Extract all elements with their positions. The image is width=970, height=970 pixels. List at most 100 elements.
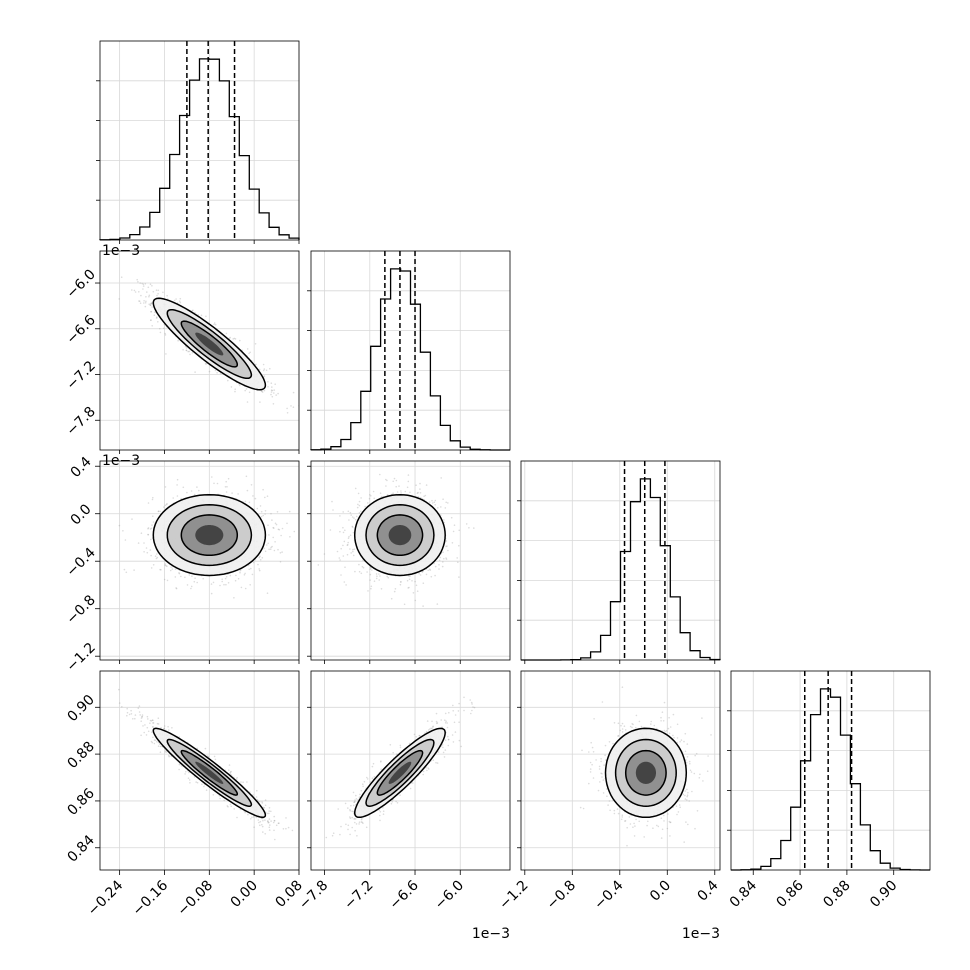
- scatter-point: [367, 590, 369, 592]
- scatter-point: [151, 306, 153, 308]
- scatter-point: [447, 549, 449, 552]
- scatter-point: [178, 572, 181, 575]
- scatter-point: [150, 527, 153, 530]
- scatter-point: [342, 531, 345, 534]
- scatter-point: [178, 300, 181, 303]
- scatter-point: [416, 492, 419, 495]
- scatter-point: [149, 283, 152, 286]
- scatter-point: [95, 255, 97, 257]
- scatter-point: [419, 574, 422, 576]
- scatter-point: [175, 587, 178, 590]
- scatter-point: [277, 528, 280, 531]
- scatter-point: [255, 816, 258, 819]
- scatter-point: [273, 819, 276, 822]
- scatter-point: [156, 556, 159, 559]
- scatter-point: [263, 547, 265, 550]
- scatter-point: [185, 349, 188, 352]
- scatter-point: [425, 573, 428, 576]
- scatter-point: [280, 534, 282, 537]
- scatter-point: [230, 805, 232, 808]
- scatter-point: [147, 527, 150, 529]
- scatter-point: [414, 599, 417, 602]
- scatter-point: [196, 581, 198, 584]
- scatter-point: [259, 401, 261, 403]
- scatter-point: [185, 347, 188, 349]
- scatter-point: [164, 486, 167, 488]
- scatter-point: [360, 510, 362, 513]
- scatter-point: [351, 516, 354, 518]
- scatter-point: [186, 584, 189, 586]
- scatter-point: [262, 369, 265, 372]
- scatter-point: [376, 575, 378, 577]
- panel-frame: [99, 250, 300, 451]
- scatter-point: [162, 291, 164, 294]
- scatter-point: [151, 731, 153, 733]
- scatter-point: [153, 314, 156, 317]
- scatter-point: [216, 482, 219, 485]
- scatter-point: [147, 286, 150, 289]
- scatter-point: [434, 565, 437, 568]
- scatter-point: [145, 547, 148, 549]
- scatter-point: [473, 527, 475, 529]
- scatter-point: [281, 551, 283, 553]
- scatter-point: [143, 551, 145, 553]
- panel-2d-3-0: [99, 670, 300, 871]
- scatter-point: [145, 300, 147, 303]
- scatter-point: [261, 802, 264, 804]
- scatter-point: [274, 522, 277, 525]
- scatter-point: [323, 553, 326, 555]
- scatter-point: [270, 810, 272, 813]
- scatter-point: [355, 515, 358, 518]
- scatter-point: [262, 831, 264, 833]
- scatter-point: [362, 566, 365, 569]
- scatter-point: [246, 489, 249, 492]
- scatter-point: [227, 379, 229, 382]
- scatter-point: [244, 500, 247, 503]
- scatter-point: [150, 319, 152, 322]
- scatter-point: [223, 583, 225, 586]
- scatter-point: [392, 492, 394, 495]
- scatter-point: [234, 390, 236, 393]
- scatter-point: [271, 386, 273, 388]
- scatter-point: [336, 550, 339, 553]
- scatter-point: [202, 577, 204, 580]
- scatter-point: [358, 563, 360, 566]
- scatter-point: [173, 299, 176, 302]
- scatter-point: [329, 529, 332, 531]
- scatter-point: [240, 586, 243, 589]
- scatter-point: [442, 498, 444, 501]
- scatter-point: [212, 581, 215, 584]
- scatter-point: [234, 388, 236, 391]
- scatter-point: [369, 568, 372, 570]
- scatter-point: [352, 548, 354, 551]
- scatter-point: [146, 551, 149, 554]
- scatter-point: [167, 725, 169, 728]
- scatter-point: [437, 507, 439, 509]
- scatter-point: [408, 586, 410, 589]
- scatter-point: [266, 544, 268, 546]
- scatter-point: [235, 574, 237, 577]
- scatter-point: [214, 323, 217, 326]
- scatter-point: [228, 764, 231, 766]
- scatter-point: [357, 492, 360, 495]
- scatter-point: [155, 317, 158, 319]
- scatter-point: [192, 309, 194, 312]
- scatter-point: [358, 500, 361, 503]
- scatter-point: [249, 351, 251, 354]
- scatter-point: [210, 583, 213, 585]
- scatter-point: [272, 821, 275, 824]
- scatter-point: [255, 363, 257, 366]
- scatter-point: [259, 558, 262, 561]
- scatter-point: [148, 294, 151, 297]
- scatter-point: [249, 584, 251, 586]
- scatter-point: [423, 495, 425, 498]
- scatter-point: [121, 706, 123, 708]
- scatter-point: [123, 568, 126, 571]
- scatter-point: [214, 369, 217, 372]
- scatter-point: [418, 572, 420, 575]
- scatter-point: [224, 486, 227, 488]
- scatter-point: [263, 375, 266, 377]
- scatter-point: [419, 482, 421, 485]
- scatter-point: [276, 511, 279, 513]
- scatter-point: [231, 492, 233, 494]
